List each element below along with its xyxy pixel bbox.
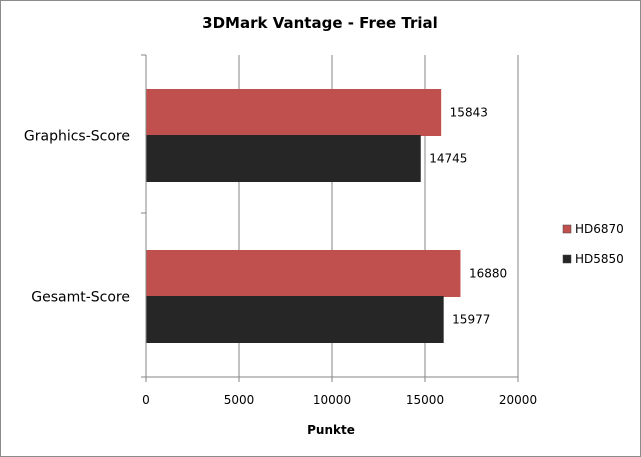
bars <box>145 89 461 343</box>
labels: 0 5000 10000 15000 20000 Graphics-Score 15843 1… <box>24 106 537 408</box>
bar-hd5850-0 <box>145 135 421 182</box>
x-tick-label-1: 5000 <box>224 393 255 407</box>
data-label-hd6870-0: 15843 <box>450 106 488 120</box>
axes <box>141 54 518 378</box>
legend: HD6870 HD5850 <box>562 222 624 266</box>
x-tick-label-3: 15000 <box>406 393 444 407</box>
data-label-hd5850-1: 15977 <box>452 313 490 327</box>
legend-label-hd6870: HD6870 <box>575 222 624 236</box>
bar-hd6870-1 <box>145 250 461 297</box>
legend-label-hd5850: HD5850 <box>575 252 624 266</box>
chart-title: 3DMark Vantage - Free Trial <box>202 14 438 32</box>
x-tick-label-0: 0 <box>142 393 150 407</box>
category-label-0: Graphics-Score <box>24 129 130 145</box>
data-label-hd5850-0: 14745 <box>429 152 467 166</box>
legend-swatch-hd6870 <box>562 224 572 234</box>
legend-swatch-hd5850 <box>562 254 572 264</box>
bar-hd6870-0 <box>145 89 442 136</box>
category-label-1: Gesamt-Score <box>31 290 130 306</box>
x-tick-label-4: 20000 <box>499 393 537 407</box>
bar-hd5850-1 <box>145 296 444 343</box>
x-axis-title: Punkte <box>307 423 355 437</box>
x-tick-label-2: 10000 <box>313 393 351 407</box>
data-label-hd6870-1: 16880 <box>469 267 507 281</box>
